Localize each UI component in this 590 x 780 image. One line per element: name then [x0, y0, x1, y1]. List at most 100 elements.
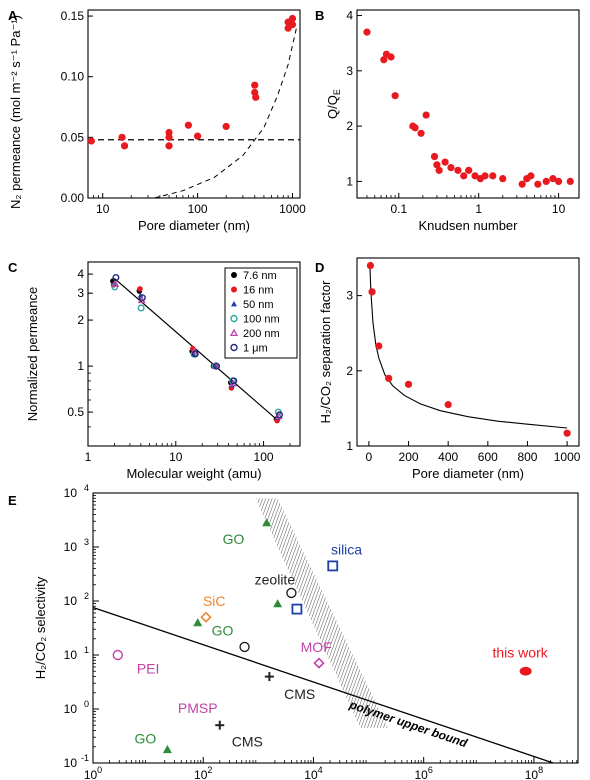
- panel-a-point: [251, 81, 259, 89]
- panel-c-point: [230, 377, 238, 385]
- panel-b-point: [518, 180, 526, 188]
- panel-d-xtick-label: 800: [517, 450, 537, 464]
- panel-b-point: [447, 163, 455, 172]
- panel-e-point: [273, 599, 283, 608]
- panel-e-xtick-base: 10: [84, 768, 98, 780]
- panel-e-ytick-base: 10: [64, 702, 78, 716]
- panel-b-ytick-label: 2: [346, 119, 353, 133]
- panel-b-point: [465, 166, 473, 174]
- panel-e-xtick-exp: 6: [428, 765, 433, 775]
- panel-e-ytick-label: 10 2: [64, 591, 89, 608]
- panel-b-point: [433, 161, 441, 169]
- panel-e-point: [327, 560, 339, 572]
- panel-e-upper-bound-line: [92, 606, 554, 764]
- panel-a-point: [222, 122, 230, 131]
- panel-a-frame: [87, 9, 301, 199]
- panel-b-point: [391, 92, 399, 100]
- panel-a-ylabel: N₂ permeance (mol m⁻² s⁻¹ Pa⁻¹): [8, 15, 23, 209]
- panel-e-ytick-base: 10: [64, 486, 78, 500]
- panel-e-xtick-label: 104: [304, 765, 322, 780]
- panel-e-xtick-base: 10: [194, 768, 208, 780]
- panel-e-point-label: GO: [212, 623, 234, 639]
- panel-e-point: [193, 618, 203, 627]
- panel-e-xtick-exp: 4: [318, 765, 323, 775]
- panel-a-ytick-label: 0.00: [61, 191, 85, 205]
- panel-c-ytick-label: 0.5: [67, 405, 84, 419]
- panel-e-point-label: silica: [331, 542, 362, 558]
- panel-e-point: [519, 666, 532, 676]
- panel-a-xtick-label: 100: [188, 202, 208, 216]
- panel-d-point: [563, 429, 571, 437]
- panel-c-xlabel: Molecular weight (amu): [126, 466, 261, 481]
- panel-e-ylabel: H₂/CO₂ selectivity: [33, 576, 48, 679]
- panel-c-legend-marker: [229, 328, 239, 337]
- panel-a-xlabel: Pore diameter (nm): [138, 218, 250, 233]
- panel-b-letter: B: [315, 8, 324, 23]
- panel-d-frame: [356, 257, 580, 447]
- panel-c-ytick-label: 4: [77, 267, 84, 281]
- panel-e-xtick-exp: 2: [207, 765, 212, 775]
- panel-e-xtick-base: 10: [525, 768, 539, 780]
- panel-b-point: [549, 175, 557, 183]
- panel-d-ytick-label: 3: [346, 289, 353, 303]
- panel-b-point: [411, 124, 419, 132]
- panel-e-point: [291, 603, 303, 615]
- panel-b-point: [422, 111, 430, 119]
- panel-e-point-label: CMS: [284, 686, 315, 702]
- panel-e-ytick-exp: 1: [84, 645, 89, 655]
- panel-d-xtick-label: 0: [366, 450, 373, 464]
- panel-d-point: [368, 288, 376, 296]
- panel-e-point: [162, 745, 172, 754]
- panel-a-letter: A: [8, 8, 18, 23]
- panel-e-ytick-label: 10 3: [64, 537, 89, 554]
- panel-b-point: [441, 158, 449, 166]
- panel-b-point: [460, 172, 468, 180]
- panel-e-ytick-label: 10 0: [64, 699, 89, 716]
- panel-a-point: [252, 93, 260, 101]
- panel-d-letter: D: [315, 260, 324, 275]
- panel-c-point: [138, 294, 146, 302]
- panel-c-point: [111, 283, 119, 291]
- panel-b-xlabel: Knudsen number: [418, 218, 518, 233]
- panel-a-ytick-label: 0.10: [61, 70, 85, 84]
- panel-b-ytick-label: 1: [346, 174, 353, 188]
- panel-c-point: [275, 411, 283, 419]
- panel-c-legend-marker: [231, 272, 237, 278]
- panel-c: C 1 10 100 0.5 1 2 3 4 7.6 nm 16 nm 50 nm 100 nm 200 …: [8, 260, 301, 481]
- panel-b-point: [499, 175, 507, 183]
- panel-e-point-label: GO: [134, 731, 156, 747]
- panel-e-point: [262, 518, 272, 527]
- panel-d-point: [385, 374, 393, 382]
- panel-e-xtick-label: 100: [84, 765, 102, 780]
- panel-a-ytick-label: 0.15: [61, 9, 85, 23]
- panel-e-point-label: PEI: [137, 661, 160, 677]
- panel-b-xtick-label: 1: [475, 202, 482, 216]
- panel-d-point: [375, 342, 383, 350]
- panel-c-legend-marker: [230, 314, 238, 323]
- panel-e-ytick-label: 10 -1: [64, 753, 89, 770]
- panel-a: A 10 100 1000 0.00 0.05 0.10 0.15 N₂ permeance (…: [8, 8, 306, 233]
- panel-e-point-label: zeolite: [255, 571, 296, 587]
- panel-b-point: [481, 172, 489, 180]
- panel-b-point: [555, 177, 563, 186]
- panel-e-point-label: MOF: [301, 639, 332, 655]
- panel-d-ytick-label: 2: [346, 364, 353, 378]
- panel-e-ytick-label: 10 1: [64, 645, 89, 662]
- panel-c-legend-marker: [231, 301, 237, 307]
- panel-b-ytick-label: 3: [346, 64, 353, 78]
- panel-b-ytick-label: 4: [346, 9, 353, 23]
- panel-e-point-label: PMSP: [178, 700, 218, 716]
- panel-c-legend-marker: [231, 286, 237, 293]
- panel-b-ylabel: Q/QE: [325, 89, 342, 119]
- panel-b-point: [534, 180, 542, 188]
- panel-b-point: [430, 152, 439, 161]
- panel-e-xtick-label: 108: [525, 765, 543, 780]
- panel-c-letter: C: [8, 260, 18, 275]
- panel-c-frame: [87, 261, 301, 447]
- panel-a-xtick-label: 10: [96, 202, 110, 216]
- panel-c-ylabel: Normalized permeance: [25, 287, 40, 421]
- panel-e-point-label: SiC: [203, 593, 226, 609]
- panel-a-point: [288, 20, 297, 29]
- panel-a-point: [288, 14, 297, 23]
- panel-e-point: [286, 587, 297, 599]
